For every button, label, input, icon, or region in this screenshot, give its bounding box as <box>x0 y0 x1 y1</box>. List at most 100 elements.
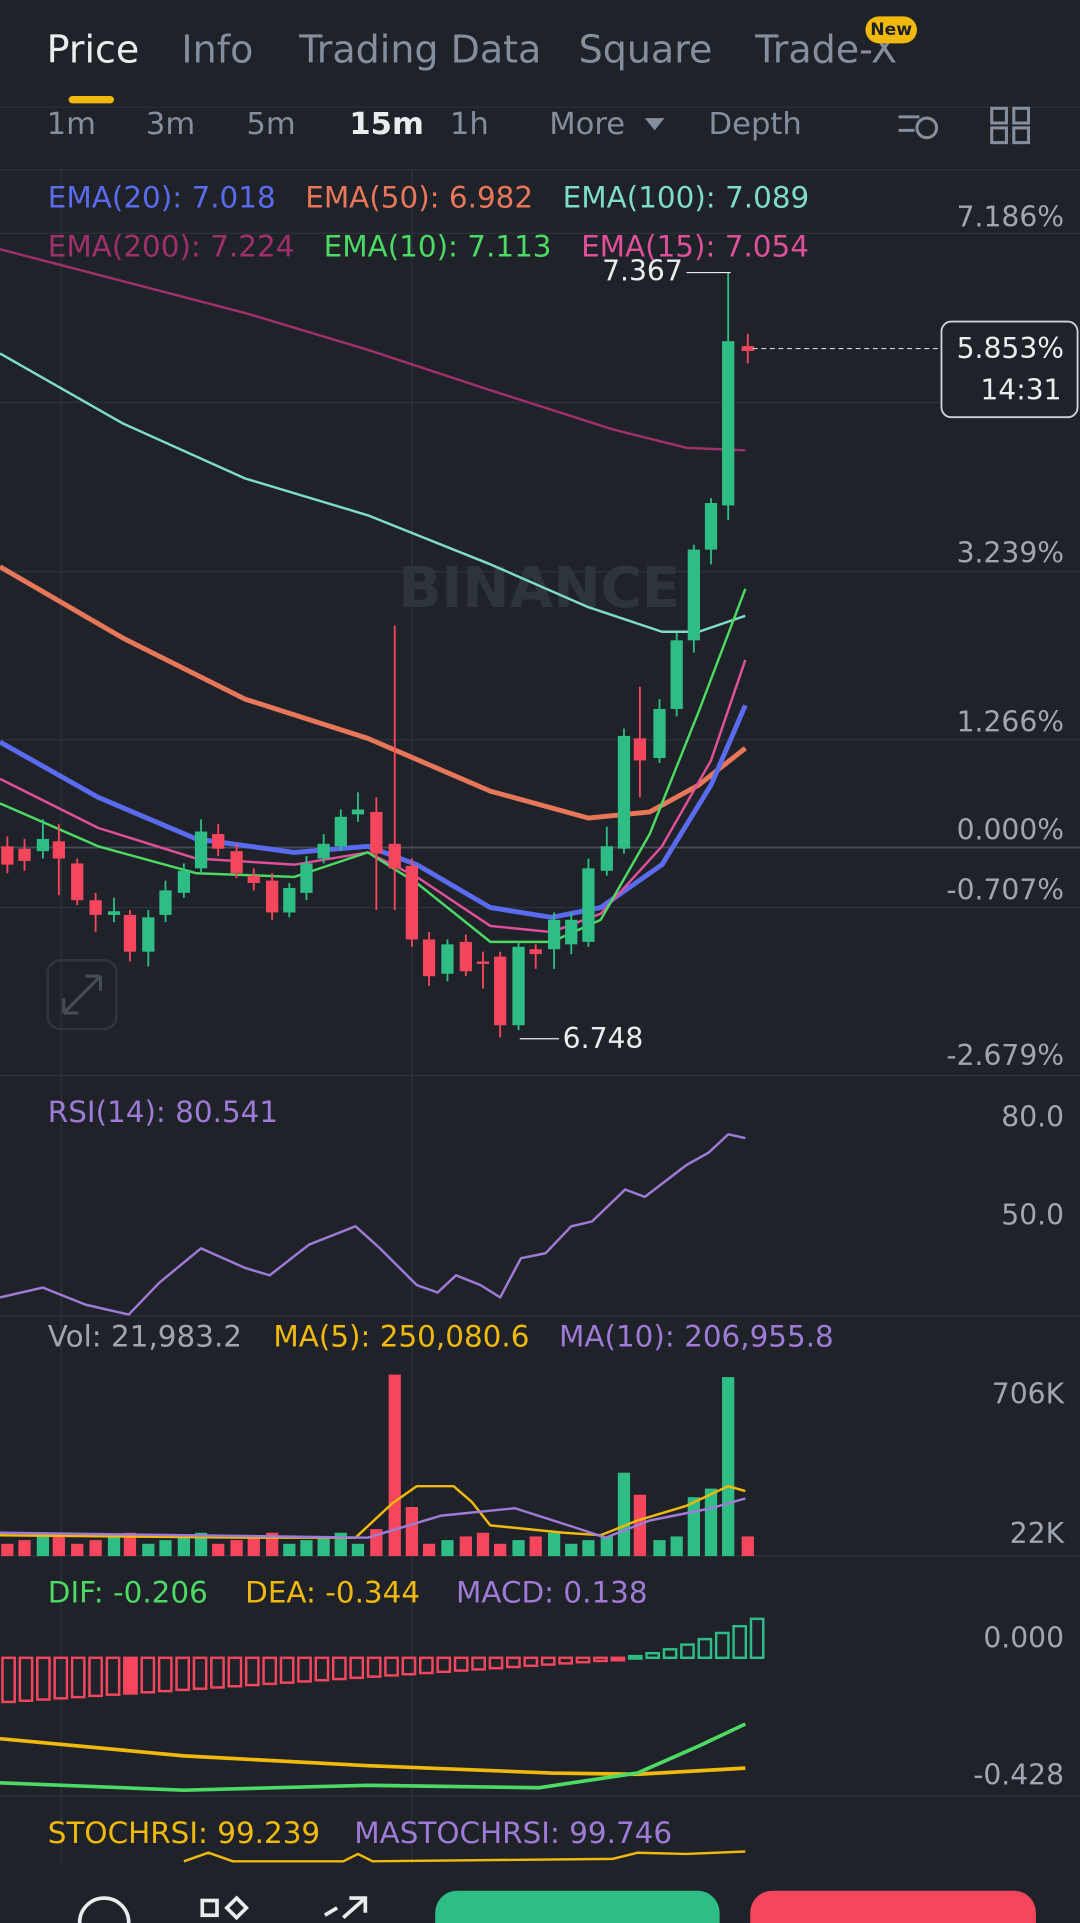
macd-bar <box>488 1656 504 1670</box>
macd-bar <box>70 1656 86 1699</box>
volume-bar <box>741 1536 754 1557</box>
vol-label: MA(10): 206,955.8 <box>559 1319 834 1353</box>
candle-body <box>687 549 700 641</box>
candle-body <box>247 875 260 884</box>
interval[interactable]: Depth <box>709 107 802 142</box>
indicator-line <box>0 352 746 633</box>
macd-bar <box>192 1656 208 1690</box>
indicator-line <box>0 704 748 920</box>
volume-bar <box>18 1540 31 1557</box>
volume-bar <box>89 1540 102 1557</box>
volume-bar <box>722 1377 735 1557</box>
volume-bar <box>459 1536 472 1557</box>
vol-label: MA(5): 250,080.6 <box>273 1319 529 1353</box>
candle-body <box>71 863 84 901</box>
tab-indicator <box>68 96 115 104</box>
badge <box>865 16 917 44</box>
y-axis-label: 7.186% <box>957 201 1064 234</box>
candle-body <box>617 735 631 849</box>
volume-bar <box>653 1540 666 1557</box>
macd-bar <box>88 1656 103 1698</box>
candle-body <box>177 870 191 893</box>
candle-body <box>582 868 595 942</box>
macd-bar <box>471 1656 486 1671</box>
volume-bar <box>529 1536 542 1557</box>
volume-bar <box>565 1543 578 1557</box>
volume-bar <box>617 1472 631 1557</box>
y-axis-label: -0.428 <box>973 1759 1064 1792</box>
macd-bar <box>331 1656 347 1681</box>
countdown: 14:31 <box>980 373 1061 406</box>
candle-body <box>370 811 383 854</box>
volume-bar <box>52 1532 65 1557</box>
candle-body <box>476 961 490 964</box>
interval[interactable]: 3m <box>146 107 195 142</box>
y-axis-label: 1.266% <box>957 706 1064 739</box>
y-axis-label: 50.0 <box>1001 1198 1064 1231</box>
sell-button[interactable] <box>750 1890 1036 1923</box>
macd-bar <box>314 1656 330 1682</box>
macd-bar <box>627 1654 643 1660</box>
volume-bar <box>494 1543 507 1557</box>
macd-bar <box>749 1617 765 1660</box>
macd-bar <box>175 1656 191 1692</box>
macd-bar <box>349 1656 365 1680</box>
macd-bar <box>210 1656 225 1689</box>
vol-label: Vol: 21,983.2 <box>48 1319 242 1353</box>
volume-bar <box>177 1536 191 1557</box>
macd-bar <box>262 1656 278 1686</box>
interval[interactable]: More <box>549 107 625 142</box>
price-box <box>940 320 1079 419</box>
candle-body <box>600 846 613 871</box>
candle-body <box>52 841 65 859</box>
volume-bar <box>300 1540 313 1557</box>
volume-bar <box>441 1540 454 1557</box>
candle-body <box>159 890 172 915</box>
candle-body <box>653 708 666 759</box>
trade-icon[interactable] <box>323 1896 368 1920</box>
tab[interactable]: Info <box>181 27 253 71</box>
candle-body <box>741 346 754 352</box>
candle-body <box>441 944 454 974</box>
settings-icon[interactable] <box>898 115 939 140</box>
y-axis-label: -2.679% <box>946 1039 1064 1072</box>
candle-body <box>36 838 50 852</box>
interval[interactable]: 5m <box>246 107 295 142</box>
volume-bar <box>582 1540 595 1557</box>
tab[interactable]: Trading Data <box>298 27 541 71</box>
rsi-label: RSI(14): 80.541 <box>48 1095 278 1129</box>
tab[interactable]: Price <box>47 27 140 71</box>
volume-bar <box>283 1543 296 1557</box>
tab[interactable]: Square <box>579 27 713 71</box>
interval[interactable]: 1m <box>47 107 96 142</box>
volume-bar <box>476 1532 490 1557</box>
interval[interactable]: 15m <box>349 107 424 142</box>
macd-bar <box>384 1656 399 1677</box>
macd-bar <box>157 1656 173 1693</box>
volume-bar <box>547 1532 561 1557</box>
y-axis-label: 22K <box>1010 1517 1066 1550</box>
stoch-label: STOCHRSI: 99.239 <box>48 1816 320 1850</box>
macd-bar <box>366 1656 382 1678</box>
macd-bar <box>540 1656 556 1666</box>
macd-label: MACD: 0.138 <box>456 1576 648 1610</box>
expand-icon <box>62 974 103 1015</box>
macd-bar <box>506 1656 521 1669</box>
layout-icon[interactable] <box>990 106 1031 145</box>
indicator-line <box>0 588 747 944</box>
candle-body <box>459 941 472 972</box>
y-axis-label: 0.000 <box>983 1621 1064 1654</box>
interval[interactable]: 1h <box>450 107 489 142</box>
macd-bar <box>36 1656 51 1701</box>
expand-button[interactable] <box>46 959 118 1031</box>
volume-bar <box>142 1543 155 1557</box>
indicator-line <box>0 1484 746 1539</box>
buy-button[interactable] <box>435 1890 720 1923</box>
macd-bar <box>610 1656 626 1662</box>
candle-body <box>212 834 225 849</box>
candle-body <box>670 640 683 709</box>
markets-icon[interactable] <box>200 1895 250 1921</box>
indicator-line <box>183 1850 746 1863</box>
